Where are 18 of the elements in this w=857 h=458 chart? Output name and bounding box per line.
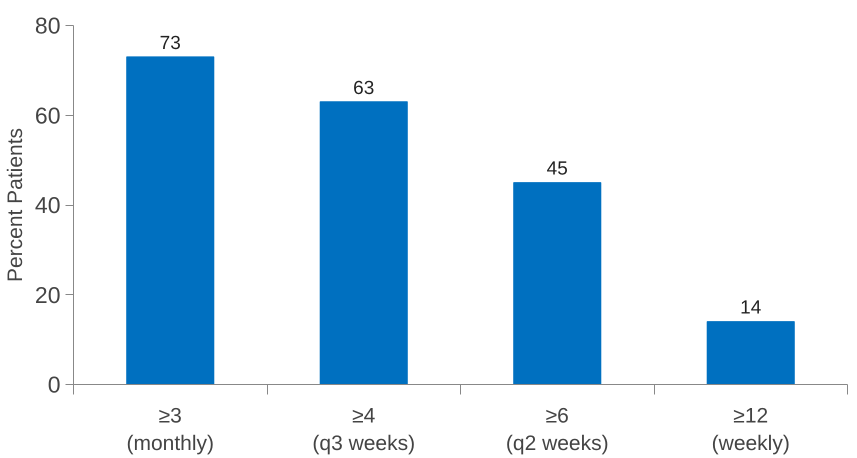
bar bbox=[706, 321, 795, 384]
y-tick-label: 20 bbox=[34, 282, 61, 308]
y-tick-label: 0 bbox=[48, 372, 61, 398]
data-label: 63 bbox=[353, 78, 374, 99]
data-label: 14 bbox=[740, 298, 762, 319]
x-tick-label: ≥6 (q2 weeks) bbox=[506, 404, 609, 456]
y-tick-label: 80 bbox=[34, 12, 61, 38]
bar bbox=[126, 56, 214, 384]
bar bbox=[513, 182, 602, 384]
data-label: 45 bbox=[546, 158, 568, 180]
y-tick-label: 60 bbox=[34, 102, 61, 128]
y-tick-label: 40 bbox=[34, 192, 61, 218]
x-tick-label: ≥3 (monthly) bbox=[126, 404, 214, 456]
bar bbox=[320, 101, 408, 384]
x-tick-label: ≥12 (weekly) bbox=[712, 404, 790, 456]
x-tick-label: ≥4 (q3 weeks) bbox=[312, 404, 416, 456]
y-axis-title: Percent Patients bbox=[4, 128, 27, 282]
data-label: 73 bbox=[160, 32, 181, 54]
